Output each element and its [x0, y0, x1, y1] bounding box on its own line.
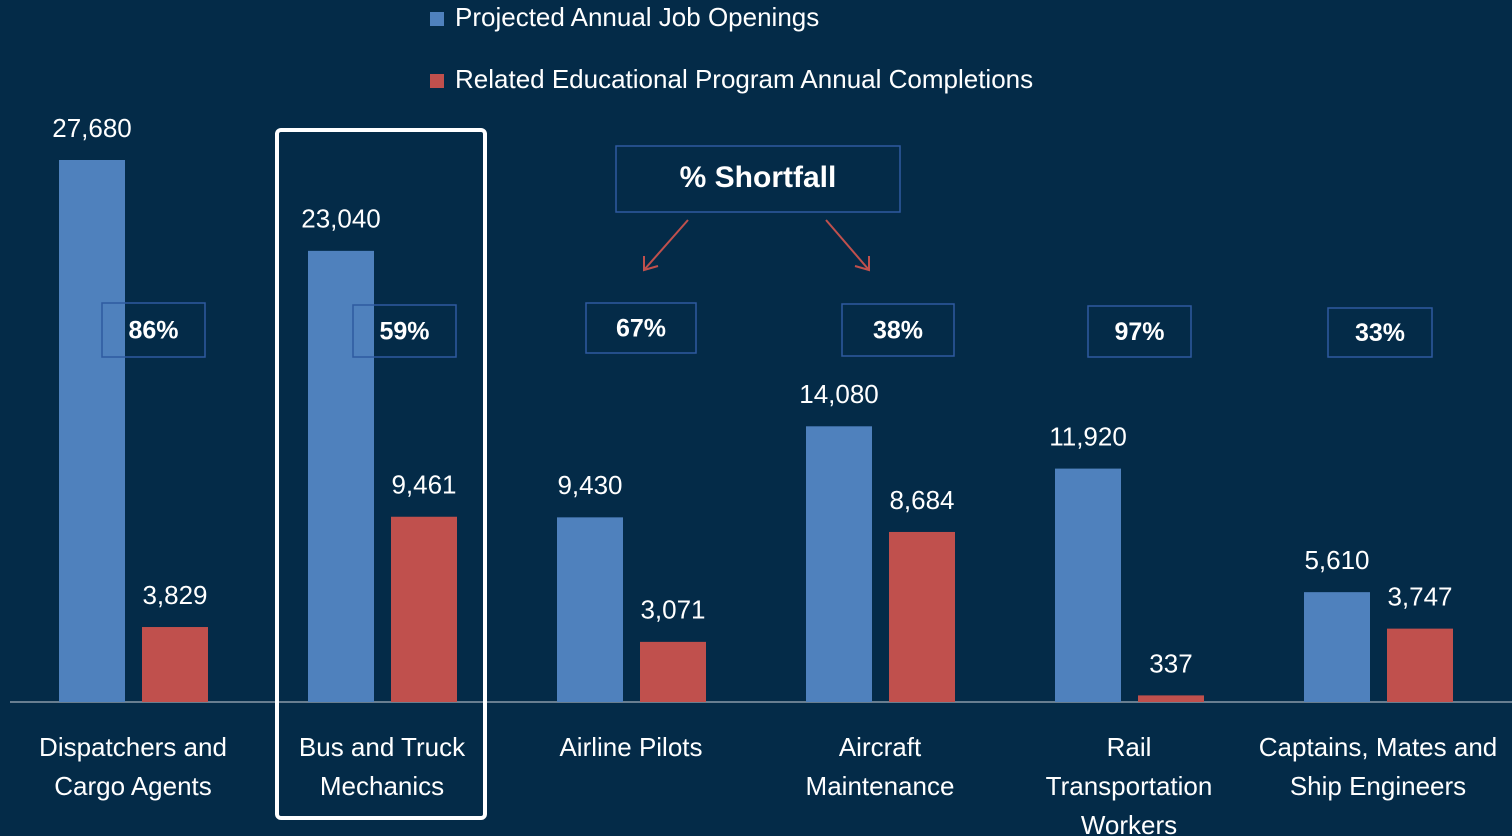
value-label: 14,080 — [799, 379, 879, 409]
value-label: 3,829 — [142, 580, 207, 610]
shortfall-label: 86% — [128, 317, 178, 345]
value-label: 3,071 — [640, 595, 705, 625]
bar — [889, 531, 955, 702]
legend-label: Projected Annual Job Openings — [455, 2, 819, 32]
bar — [1138, 695, 1204, 702]
shortfall-label: 67% — [616, 315, 666, 343]
shortfall-label: 59% — [379, 318, 429, 346]
value-label: 11,920 — [1049, 421, 1127, 451]
category-label: Aircraft Maintenance — [805, 732, 955, 801]
callout-box — [615, 145, 901, 213]
bar — [142, 627, 208, 702]
shortfall-box — [841, 303, 955, 357]
bar — [1055, 468, 1121, 702]
category-label: Bus and Truck Mechanics — [298, 732, 466, 801]
legend-swatch — [430, 12, 444, 26]
shortfall-box — [585, 302, 697, 354]
value-label: 9,430 — [557, 470, 622, 500]
shortfall-box — [1087, 305, 1192, 358]
shortfall-label: 33% — [1355, 319, 1405, 347]
value-label: 5,610 — [1304, 545, 1369, 575]
bar — [806, 426, 872, 702]
category-label: Dispatchers and Cargo Agents — [39, 732, 227, 801]
shortfall-label: 38% — [873, 317, 923, 345]
bar — [308, 250, 374, 703]
value-label: 23,040 — [301, 204, 381, 234]
shortfall-label: 97% — [1114, 318, 1164, 346]
value-label: 27,680 — [52, 113, 132, 143]
legend-label: Related Educational Program Annual Compl… — [455, 64, 1033, 94]
category-label: Captains, Mates and Ship Engineers — [1258, 732, 1498, 801]
bar — [557, 517, 623, 702]
shortfall-box — [352, 304, 457, 358]
bar — [1387, 628, 1453, 702]
shortfall-box — [101, 302, 206, 358]
value-label: 3,747 — [1387, 582, 1452, 612]
highlight-box — [275, 128, 487, 820]
bar — [1304, 592, 1370, 702]
value-label: 337 — [1149, 648, 1192, 678]
bar — [640, 641, 706, 702]
callout-arrows — [643, 219, 870, 272]
value-label: 8,684 — [889, 485, 954, 515]
value-label: 9,461 — [391, 470, 456, 500]
bar — [391, 516, 457, 702]
legend-swatch — [430, 74, 444, 88]
category-label: Airline Pilots — [559, 732, 703, 762]
callout-text: % Shortfall — [680, 161, 837, 194]
bar — [59, 160, 125, 702]
category-label: Rail Transportation Workers — [1045, 732, 1213, 836]
shortfall-box — [1327, 307, 1433, 358]
